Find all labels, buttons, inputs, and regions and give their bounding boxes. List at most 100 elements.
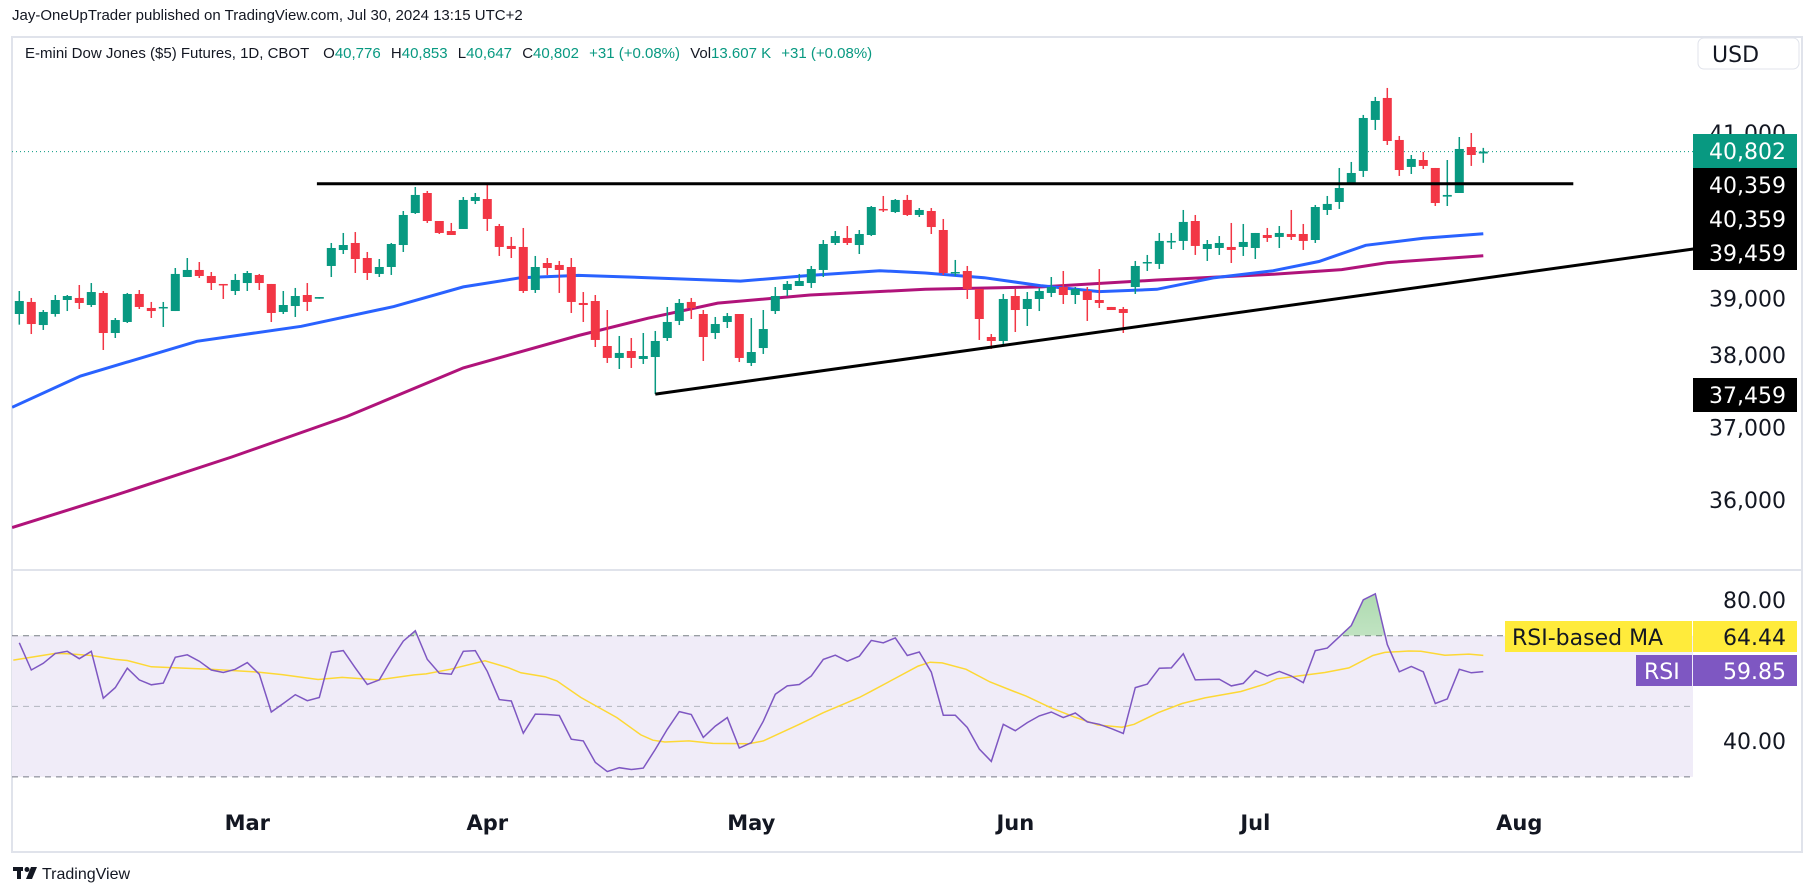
candle-body xyxy=(50,300,60,315)
candle-up xyxy=(1130,260,1140,294)
candle-down xyxy=(206,271,216,290)
candle-up xyxy=(950,259,960,276)
candle-body xyxy=(38,311,48,326)
candle-body xyxy=(422,193,432,222)
candle-body xyxy=(1454,148,1464,194)
candle-body xyxy=(1202,243,1212,250)
candle-body xyxy=(794,280,804,286)
candle-body xyxy=(1298,233,1308,241)
candle-down xyxy=(1010,288,1020,332)
candle-up xyxy=(170,268,180,312)
candle-body xyxy=(806,269,816,284)
candle-down xyxy=(1394,135,1404,176)
currency-button[interactable]: USD xyxy=(1697,37,1800,70)
candle-down xyxy=(302,283,312,312)
candle-down xyxy=(590,294,600,348)
candle-body xyxy=(146,307,156,312)
candle-down xyxy=(518,227,528,293)
x-tick-label: Jun xyxy=(994,811,1034,835)
candle-body xyxy=(134,293,144,307)
candle-up xyxy=(1070,287,1080,304)
candle-body xyxy=(914,209,924,215)
candle-down xyxy=(422,190,432,223)
volume-value: 13.607 K xyxy=(711,45,771,62)
candle-up xyxy=(722,312,732,329)
candle-down xyxy=(926,208,936,234)
candle-body xyxy=(818,243,828,270)
candle-up xyxy=(1034,287,1044,312)
tradingview-logo-text: TradingView xyxy=(42,866,130,883)
candle-up xyxy=(1238,223,1248,256)
candle-down xyxy=(362,251,372,280)
close-value: 40,802 xyxy=(533,45,579,62)
candle-body xyxy=(1370,101,1380,120)
x-tick-label: Mar xyxy=(225,811,271,835)
candle-body xyxy=(902,199,912,215)
candle-up xyxy=(866,205,876,237)
rsi-name: RSI xyxy=(1644,660,1680,685)
rsi-pane[interactable] xyxy=(13,592,1484,773)
candle-body xyxy=(326,247,336,266)
resistance-price-label-2: 40,359 xyxy=(1693,202,1797,236)
candle-body xyxy=(158,306,168,309)
low-label: L xyxy=(458,45,466,62)
candle-up xyxy=(1154,232,1164,269)
high-value: 40,853 xyxy=(402,45,448,62)
candle-body xyxy=(518,246,528,292)
candle-body xyxy=(350,242,360,260)
candle-up xyxy=(662,306,672,341)
candle-body xyxy=(1346,172,1356,183)
candle-body xyxy=(962,270,972,289)
candle-body xyxy=(686,301,696,308)
candle-up xyxy=(110,317,120,339)
candle-up xyxy=(1346,161,1356,185)
x-tick-label: May xyxy=(727,811,775,835)
candle-body xyxy=(230,279,240,292)
ma-slow-line xyxy=(12,254,1484,530)
currency-label: USD xyxy=(1712,43,1759,68)
open-value: 40,776 xyxy=(335,45,381,62)
candle-body xyxy=(1430,167,1440,204)
candle-up xyxy=(890,199,900,214)
candle-down xyxy=(566,257,576,313)
candle-body xyxy=(830,236,840,243)
candle-up xyxy=(242,270,252,292)
candle-down xyxy=(194,261,204,279)
candle-down xyxy=(146,301,156,318)
candle-body xyxy=(1022,298,1032,309)
resistance-price-value: 40,359 xyxy=(1709,174,1786,199)
candle-down xyxy=(842,226,852,246)
candle-body xyxy=(674,302,684,321)
time-axis[interactable]: Mar Apr May Jun Jul Aug xyxy=(225,811,1543,835)
rsi-ma-label: RSI-based MA 64.44 xyxy=(1505,621,1797,652)
candle-up xyxy=(410,186,420,214)
tradingview-logo[interactable]: TradingView xyxy=(13,866,130,883)
candle-up xyxy=(782,280,792,297)
candle-body xyxy=(986,336,996,341)
candle-body xyxy=(506,245,516,250)
candle-up xyxy=(314,297,324,299)
candle-body xyxy=(626,350,636,358)
candle-up xyxy=(14,291,24,325)
candle-body xyxy=(878,208,888,211)
candle-body xyxy=(338,245,348,251)
candle-down xyxy=(1190,214,1200,255)
candle-down xyxy=(1466,133,1476,166)
candle-body xyxy=(86,292,96,306)
candle-up xyxy=(806,265,816,288)
candle-body xyxy=(1034,291,1044,299)
support-trendline xyxy=(655,247,1694,396)
price-pane[interactable] xyxy=(12,87,1693,530)
published-header: Jay-OneUpTrader published on TradingView… xyxy=(12,7,523,24)
rsi-tick-label: 80.00 xyxy=(1723,589,1786,614)
candle-body xyxy=(1238,241,1248,247)
candle-down xyxy=(254,273,264,290)
candle-body xyxy=(998,298,1008,341)
candle-up xyxy=(182,257,192,278)
candle-down xyxy=(350,232,360,274)
candle-body xyxy=(314,297,324,299)
trendline-start-value: 37,459 xyxy=(1709,384,1786,409)
resistance-price-label: 40,359 xyxy=(1693,168,1797,202)
candle-up xyxy=(530,255,540,293)
